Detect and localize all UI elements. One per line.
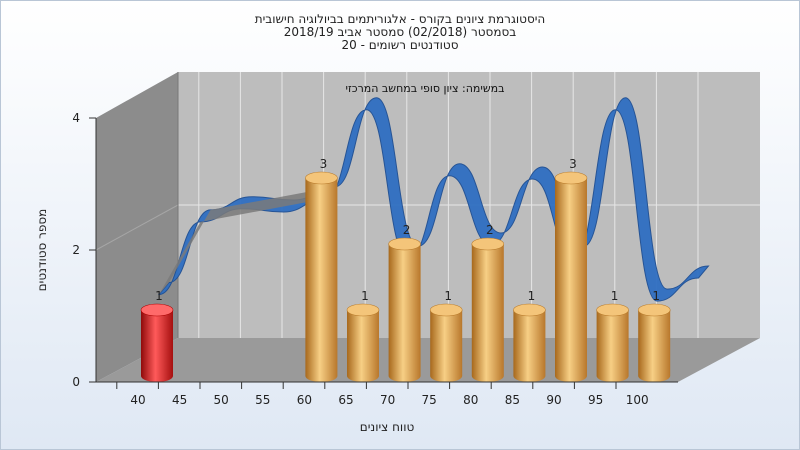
bar-value-label: 1: [155, 289, 163, 303]
bar-90: [554, 171, 588, 382]
chart-subtitle-semester: בסמסטר (02/2018) סמסטר אביב 2018/19: [283, 25, 517, 39]
bar-body: [388, 244, 421, 382]
y-axis: 0 2 4: [72, 111, 97, 389]
x-tick-label: 95: [588, 393, 603, 407]
x-tick-label: 65: [338, 393, 353, 407]
bar-body: [347, 310, 379, 382]
bar-top: [140, 303, 174, 317]
x-tick-label: 80: [463, 393, 478, 407]
bar-data-labels: 1 3 1 2 1 2 1 3 1 1: [155, 157, 660, 303]
bar-value-label: 1: [528, 289, 536, 303]
y-tick-label: 2: [72, 243, 80, 257]
bar-70: [388, 237, 421, 382]
x-tick-label: 55: [255, 393, 270, 407]
bar-value-label: 2: [403, 223, 411, 237]
bar-top: [471, 237, 505, 251]
chart-title: היסטוגרמת ציונים בקורס - אלגוריתמים בביו…: [254, 12, 546, 26]
bar-value-label: 1: [444, 289, 452, 303]
x-tick-label: 90: [546, 393, 561, 407]
bar-65: [346, 303, 380, 382]
bar-value-label: 1: [361, 289, 369, 303]
x-axis-label: טווח ציונים: [360, 420, 415, 434]
left-grid-line: [95, 204, 179, 251]
x-tick-label: 45: [172, 393, 187, 407]
bar-body: [141, 310, 173, 382]
bar-value-label: 3: [320, 157, 328, 171]
bar-body: [430, 310, 463, 382]
bar-body: [513, 310, 546, 382]
bar-40: [140, 303, 174, 382]
bar-value-label: 1: [652, 289, 660, 303]
x-tick-label: 100: [626, 393, 649, 407]
y-axis-ticks: 0 2 4: [72, 111, 96, 389]
x-tick-label: 70: [380, 393, 395, 407]
bar-top: [637, 303, 671, 317]
chart-subtitle-students: סטודנטים רשומים - 20: [341, 38, 459, 52]
bar-top: [346, 303, 380, 317]
x-axis-ticks: 40 45 50 55 60 65 70 75 80 85 90 95 100: [116, 382, 649, 407]
bar-series: [140, 171, 671, 382]
floor: [96, 338, 760, 382]
bar-80: [471, 237, 505, 382]
bar-value-label: 2: [486, 223, 494, 237]
y-axis-label: מספר סטודנטים: [35, 209, 49, 292]
y-tick-label: 0: [72, 375, 80, 389]
bar-95: [596, 303, 629, 382]
x-tick-label: 40: [130, 393, 145, 407]
x-tick-label: 50: [214, 393, 229, 407]
bar-top: [388, 237, 421, 251]
bar-top: [513, 303, 546, 317]
bar-top: [429, 303, 463, 317]
x-tick-label: 75: [422, 393, 437, 407]
bar-100: [637, 303, 671, 382]
bar-body: [471, 244, 504, 382]
x-tick-label: 85: [505, 393, 520, 407]
bar-60: [305, 171, 338, 382]
x-tick-label: 60: [297, 393, 312, 407]
y-tick-label: 4: [72, 111, 80, 125]
bar-body: [555, 178, 587, 382]
bar-top: [554, 171, 588, 185]
bar-top: [596, 303, 629, 317]
bar-75: [429, 303, 463, 382]
bar-85: [513, 303, 546, 382]
x-axis: 40 45 50 55 60 65 70 75 80 85 90 95 100: [96, 381, 678, 407]
bar-value-label: 1: [611, 289, 619, 303]
bar-value-label: 3: [569, 157, 577, 171]
bar-body: [305, 178, 338, 382]
bar-body: [596, 310, 629, 382]
chart-annotation: במשימה: ציון סופי במחשב המרכזי: [345, 82, 504, 95]
bar-body: [638, 310, 671, 382]
bar-top: [305, 171, 338, 185]
